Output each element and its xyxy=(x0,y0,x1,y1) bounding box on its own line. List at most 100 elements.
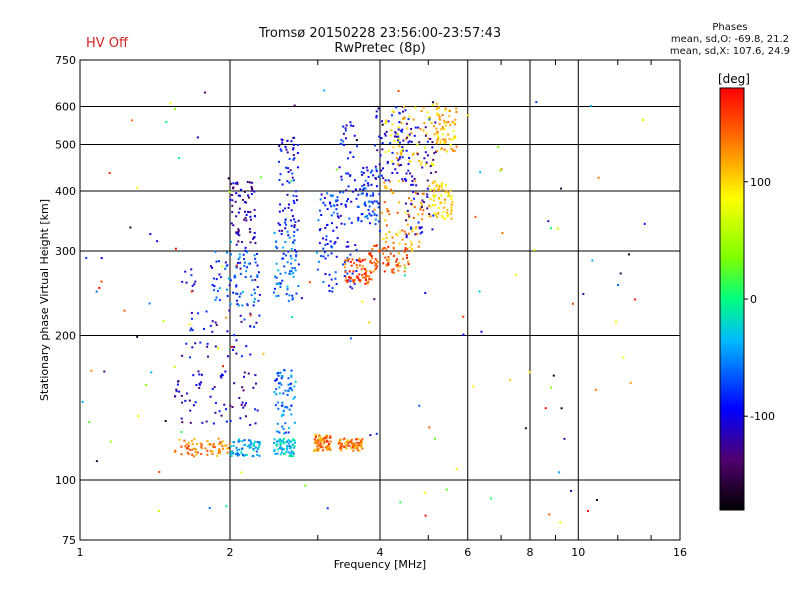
data-point xyxy=(342,191,345,194)
data-point xyxy=(366,217,369,220)
data-point xyxy=(290,140,293,143)
data-point xyxy=(245,219,248,222)
data-point xyxy=(336,237,339,240)
data-point xyxy=(360,170,363,173)
data-point xyxy=(403,274,406,277)
data-point xyxy=(282,448,285,451)
data-point xyxy=(245,213,248,216)
data-point xyxy=(548,513,551,516)
data-point xyxy=(187,445,190,448)
data-point xyxy=(249,231,252,234)
data-point xyxy=(357,438,360,441)
chart-title: Tromsø 20150228 23:56:00-23:57:43 xyxy=(258,26,502,41)
data-point xyxy=(278,229,281,232)
data-point xyxy=(452,130,455,133)
data-point xyxy=(438,197,441,200)
data-point xyxy=(233,334,236,337)
data-point xyxy=(211,453,214,456)
chart-subtitle: RwPretec (8p) xyxy=(334,41,426,56)
data-point xyxy=(342,263,345,266)
data-point xyxy=(444,109,447,112)
data-point xyxy=(275,393,278,396)
data-point xyxy=(360,192,363,195)
data-point xyxy=(273,449,276,452)
data-point xyxy=(444,107,447,110)
data-point xyxy=(412,216,415,219)
data-point xyxy=(340,142,343,145)
data-point xyxy=(209,265,212,268)
data-point xyxy=(280,439,283,442)
colorbar-tick-label: 100 xyxy=(750,176,771,189)
data-point xyxy=(284,146,287,149)
data-point xyxy=(364,204,367,207)
data-point xyxy=(283,265,286,268)
data-point xyxy=(292,158,295,161)
data-point xyxy=(287,167,290,170)
data-point xyxy=(361,259,364,262)
data-point xyxy=(253,254,256,257)
data-point xyxy=(219,276,222,279)
data-point xyxy=(226,451,229,454)
data-point xyxy=(279,272,282,275)
data-point xyxy=(346,259,349,262)
data-point xyxy=(344,203,347,206)
data-point xyxy=(180,431,183,434)
data-point xyxy=(355,264,358,267)
data-point xyxy=(202,327,205,330)
data-point xyxy=(589,104,592,107)
data-point xyxy=(201,447,204,450)
data-point xyxy=(197,312,200,315)
data-point xyxy=(361,265,364,268)
data-point xyxy=(356,275,359,278)
data-point xyxy=(236,233,239,236)
data-point xyxy=(321,446,324,449)
data-point xyxy=(315,442,318,445)
data-point xyxy=(429,137,432,140)
data-point xyxy=(323,89,326,92)
data-point xyxy=(404,232,407,235)
data-point xyxy=(294,380,297,383)
data-point xyxy=(357,193,360,196)
data-point xyxy=(396,133,399,136)
data-point xyxy=(328,448,331,451)
data-point xyxy=(443,198,446,201)
data-point xyxy=(200,445,203,448)
data-point xyxy=(410,226,413,229)
data-point xyxy=(281,279,284,282)
data-point xyxy=(345,440,348,443)
data-point xyxy=(194,342,197,345)
data-point xyxy=(453,135,456,138)
data-point xyxy=(145,383,148,386)
data-point xyxy=(360,268,363,271)
data-point xyxy=(252,386,255,389)
data-point xyxy=(402,257,405,260)
data-point xyxy=(409,246,412,249)
data-point xyxy=(390,188,393,191)
data-point xyxy=(425,161,428,164)
data-point xyxy=(378,175,381,178)
data-point xyxy=(286,139,289,142)
data-point xyxy=(404,267,407,270)
data-point xyxy=(366,182,369,185)
data-point xyxy=(342,438,345,441)
data-point xyxy=(400,130,403,133)
data-point xyxy=(447,193,450,196)
data-point xyxy=(324,204,327,207)
data-point xyxy=(279,203,282,206)
data-point xyxy=(370,278,373,281)
data-point xyxy=(428,204,431,207)
data-point xyxy=(434,204,437,207)
data-point xyxy=(373,298,376,301)
data-point xyxy=(274,275,277,278)
data-point xyxy=(240,320,243,323)
data-point xyxy=(437,113,440,116)
data-point xyxy=(413,134,416,137)
data-point xyxy=(178,157,181,160)
data-point xyxy=(276,401,279,404)
data-point xyxy=(206,453,209,456)
data-point xyxy=(284,223,287,226)
data-point xyxy=(353,444,356,447)
data-point xyxy=(591,259,594,262)
data-point xyxy=(246,251,249,254)
data-point xyxy=(230,454,233,457)
